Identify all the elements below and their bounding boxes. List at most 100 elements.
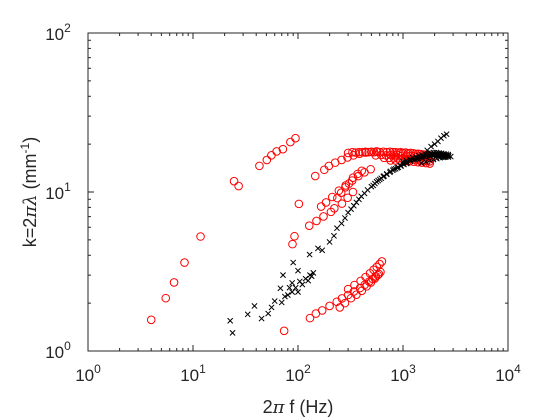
cross-point	[289, 279, 296, 286]
circle-point	[343, 153, 352, 162]
cross-point	[310, 269, 317, 276]
circle-point	[375, 259, 384, 269]
circle-point	[310, 171, 320, 181]
x-axis-label-greek: π	[272, 397, 286, 418]
circle-point	[196, 232, 205, 241]
x-tick-label-base: 10	[180, 366, 199, 385]
circle-point	[319, 212, 328, 221]
circle-point	[335, 303, 345, 312]
circle-point	[336, 188, 346, 197]
cross-point	[394, 164, 401, 171]
cross-point	[400, 158, 406, 165]
y-axis-label-greek: πλ	[20, 194, 41, 218]
y-tick-label-exp: 2	[64, 21, 71, 35]
circle-point	[371, 151, 381, 160]
cross-point	[258, 315, 265, 322]
circle-point	[321, 198, 331, 207]
y-axis-label-pre: k=2	[20, 218, 40, 248]
cross-point	[265, 310, 272, 317]
y-tick-label-base: 10	[45, 184, 64, 203]
cross-point	[305, 277, 312, 284]
x-tick-label-exp: 2	[304, 362, 311, 376]
circle-point	[169, 278, 179, 287]
cross-point	[278, 299, 285, 306]
circle-point	[325, 301, 334, 311]
cross-point	[334, 225, 340, 232]
cross-point	[306, 251, 313, 258]
cross-point	[376, 176, 383, 183]
circle-point	[255, 161, 264, 171]
circle-point	[372, 262, 382, 272]
x-tick-label-exp: 0	[94, 362, 101, 376]
circle-point	[357, 286, 367, 296]
cross-point	[227, 317, 234, 324]
circle-point	[351, 148, 361, 157]
circle-point	[358, 147, 367, 157]
circle-point	[421, 158, 431, 168]
cross-point	[442, 154, 449, 160]
x-tick-label-base: 10	[285, 366, 304, 385]
cross-point	[383, 170, 390, 177]
circle-point	[234, 181, 243, 191]
cross-point	[277, 285, 284, 292]
cross-point	[244, 311, 251, 318]
cross-point	[319, 247, 326, 254]
circle-point	[357, 166, 367, 176]
y-tick-label-base: 10	[45, 343, 64, 362]
cross-point	[422, 158, 429, 165]
x-tick-label-base: 10	[495, 366, 514, 385]
plot-area	[87, 32, 509, 352]
x-axis-label-post: f (Hz)	[284, 397, 333, 417]
cross-point	[280, 272, 286, 279]
y-tick-label: 101	[45, 180, 71, 203]
circle-point	[312, 216, 321, 226]
cross-point	[418, 160, 425, 167]
cross-point	[443, 131, 450, 138]
cross-point	[295, 289, 301, 295]
cross-point	[286, 284, 293, 291]
circle-point	[366, 164, 375, 174]
cross-point	[326, 239, 333, 245]
x-tick-label-base: 10	[390, 366, 409, 385]
circle-point	[304, 221, 314, 230]
circle-point	[272, 147, 281, 156]
cross-point	[284, 292, 291, 298]
y-tick-label-exp: 1	[64, 180, 71, 194]
circle-point	[291, 133, 300, 143]
circle-point	[386, 156, 395, 165]
circle-point	[330, 203, 339, 213]
circle-point	[364, 147, 373, 157]
x-tick-label-exp: 1	[199, 362, 206, 376]
cross-point	[412, 156, 418, 163]
cross-point	[406, 156, 413, 163]
cross-point	[299, 281, 306, 288]
circle-point	[354, 147, 364, 157]
cross-point	[447, 153, 454, 160]
cross-point	[430, 156, 437, 163]
tick-marks	[87, 32, 509, 352]
x-tick-label: 104	[495, 362, 521, 385]
cross-point	[373, 178, 380, 185]
x-tick-label-exp: 4	[514, 362, 521, 376]
cross-point	[308, 273, 315, 280]
y-axis-label: k=2πλ (mm-1)	[18, 137, 41, 247]
y-tick-label-exp: 0	[64, 339, 71, 353]
cross-point	[281, 293, 288, 300]
y-axis-label-close: )	[20, 137, 40, 143]
circle-point	[146, 315, 156, 325]
x-tick-label: 102	[285, 362, 311, 385]
cross-point	[292, 284, 299, 291]
y-tick-label: 102	[45, 21, 71, 44]
cross-point	[397, 162, 404, 169]
x-tick-label-exp: 3	[409, 362, 416, 376]
x-axis-label-pre: 2	[263, 397, 273, 417]
circle-point	[369, 265, 378, 275]
cross-point	[295, 267, 301, 274]
circle-point	[344, 179, 354, 188]
circle-point	[305, 313, 315, 323]
cross-point	[229, 329, 236, 336]
cross-point	[290, 259, 297, 266]
y-axis-label-post: (mm	[20, 153, 40, 194]
